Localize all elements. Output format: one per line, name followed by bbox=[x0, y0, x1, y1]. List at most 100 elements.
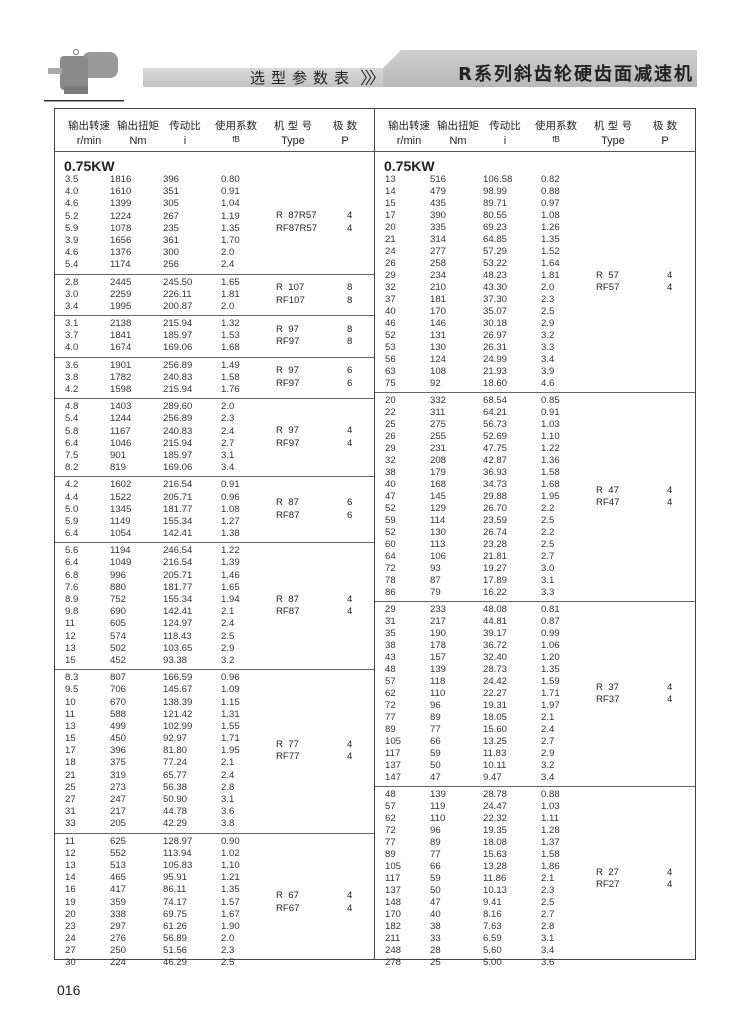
speed-cell: 16 bbox=[65, 884, 76, 896]
service-factor-cell: 1.03 bbox=[541, 419, 560, 430]
torque-cell: 178 bbox=[430, 640, 447, 651]
page-title: R系列斜齿轮硬齿面减速机 bbox=[458, 64, 694, 85]
ratio-cell: 128.97 bbox=[163, 835, 193, 847]
type-label: RF67 bbox=[276, 902, 300, 914]
ratio-cell: 118.43 bbox=[163, 630, 192, 642]
column-header-speed: 输出转速 bbox=[68, 120, 110, 132]
speed-cell: 62 bbox=[385, 688, 396, 699]
speed-cell: 20 bbox=[385, 222, 396, 233]
service-factor-cell: 1.97 bbox=[541, 700, 560, 711]
service-factor-cell: 1.65 bbox=[221, 276, 240, 288]
ratio-cell: 56.38 bbox=[163, 781, 188, 793]
torque-cell: 217 bbox=[430, 616, 447, 627]
speed-cell: 38 bbox=[385, 467, 396, 478]
speed-cell: 6.4 bbox=[65, 528, 79, 540]
type-label: R 87 bbox=[276, 593, 299, 605]
table-row: 29 233 48.08 0.81 bbox=[375, 604, 695, 616]
ratio-cell: 166.59 bbox=[163, 672, 193, 684]
service-factor-cell: 1.02 bbox=[221, 847, 240, 859]
table-row: 25 275 56.73 1.03 bbox=[375, 419, 695, 431]
table-row: 31 217 44.81 0.87 bbox=[375, 616, 695, 628]
service-factor-cell: 2.7 bbox=[541, 551, 555, 562]
service-factor-cell: 3.3 bbox=[541, 342, 555, 353]
torque-cell: 110 bbox=[430, 688, 446, 699]
ratio-cell: 103.65 bbox=[163, 642, 193, 654]
ratio-cell: 289.60 bbox=[163, 401, 193, 413]
speed-cell: 72 bbox=[385, 700, 396, 711]
ratio-cell: 74.17 bbox=[163, 896, 188, 908]
table-row: 2.8 2445 245.50 1.65 bbox=[55, 277, 374, 289]
service-factor-cell: 1.08 bbox=[541, 210, 560, 221]
speed-cell: 9.5 bbox=[65, 684, 79, 696]
type-label: RF97 bbox=[276, 336, 300, 348]
speed-cell: 26 bbox=[385, 431, 396, 442]
ratio-cell: 185.97 bbox=[163, 449, 193, 461]
poles-value: 4 bbox=[347, 210, 353, 222]
ratio-cell: 77.24 bbox=[163, 757, 188, 769]
table-row: 211 33 6.59 3.1 bbox=[375, 933, 695, 945]
ratio-cell: 65.77 bbox=[163, 769, 188, 781]
service-factor-cell: 3.0 bbox=[541, 563, 555, 574]
poles-value: 4 bbox=[667, 484, 673, 496]
selection-table: 输出转速 r/min 输出扭矩 Nm 传动比 i 使用系数 fB 机 型 号 Type 极 数 P 0.… bbox=[54, 108, 696, 968]
column-header-ratio: 传动比 bbox=[169, 120, 201, 132]
ratio-cell: 44.81 bbox=[483, 616, 508, 627]
service-factor-cell: 0.80 bbox=[221, 174, 240, 185]
torque-cell: 1054 bbox=[110, 528, 132, 540]
table-row: 27 250 51.56 2.3 bbox=[55, 945, 374, 957]
ratio-cell: 10.13 bbox=[483, 885, 508, 896]
service-factor-cell: 3.9 bbox=[541, 366, 555, 377]
speed-cell: 10 bbox=[65, 696, 76, 708]
type-label: RF87 bbox=[276, 509, 300, 521]
poles-value: 4 bbox=[667, 694, 673, 705]
torque-cell: 450 bbox=[110, 733, 127, 745]
service-factor-cell: 1.68 bbox=[221, 342, 240, 354]
speed-cell: 46 bbox=[385, 318, 396, 329]
speed-cell: 20 bbox=[385, 395, 396, 406]
torque-cell: 130 bbox=[430, 527, 447, 538]
table-row: 20 332 68.54 0.85 bbox=[375, 395, 695, 407]
ratio-cell: 138.39 bbox=[163, 696, 193, 708]
table-row: 38 178 36.72 1.06 bbox=[375, 640, 695, 652]
ratio-cell: 26.31 bbox=[483, 342, 508, 353]
service-factor-cell: 1.08 bbox=[221, 503, 240, 515]
speed-cell: 30 bbox=[65, 957, 76, 969]
speed-cell: 43 bbox=[385, 652, 396, 663]
speed-cell: 3.5 bbox=[65, 174, 79, 185]
speed-cell: 17 bbox=[385, 210, 396, 221]
table-row: 35 190 39.17 0.99 bbox=[375, 628, 695, 640]
table-row: 52 129 26.70 2.2 bbox=[375, 503, 695, 515]
table-row: 53 130 26.31 3.3 bbox=[375, 342, 695, 354]
table-row: 248 28 5.60 3.4 bbox=[375, 945, 695, 957]
service-factor-cell: 2.5 bbox=[541, 897, 555, 908]
service-factor-cell: 1.10 bbox=[221, 859, 240, 871]
speed-cell: 3.0 bbox=[65, 288, 79, 300]
service-factor-cell: 1.81 bbox=[541, 270, 560, 281]
ratio-cell: 61.26 bbox=[163, 920, 188, 932]
torque-cell: 588 bbox=[110, 708, 127, 720]
table-row: 6.4 1046 215.94 2.7 bbox=[55, 438, 374, 450]
speed-cell: 6.8 bbox=[65, 569, 79, 581]
service-factor-cell: 0.91 bbox=[541, 407, 560, 418]
speed-cell: 52 bbox=[385, 503, 396, 514]
service-factor-cell: 0.81 bbox=[541, 604, 560, 615]
speed-cell: 12 bbox=[65, 630, 76, 642]
type-label: RF27 bbox=[596, 879, 620, 890]
table-row: 17 396 81.80 1.95 bbox=[55, 745, 374, 757]
table-row: 8.9 752 155.34 1.94 bbox=[55, 594, 374, 606]
ratio-cell: 15.60 bbox=[483, 724, 508, 735]
type-cell: R 37 RF37 bbox=[596, 604, 619, 784]
service-factor-cell: 2.3 bbox=[221, 413, 235, 425]
speed-cell: 21 bbox=[65, 769, 76, 781]
speed-cell: 38 bbox=[385, 640, 396, 651]
type-label: R 107 bbox=[276, 282, 305, 294]
column-header-type: 机 型 号 bbox=[593, 120, 633, 132]
torque-cell: 901 bbox=[110, 449, 127, 461]
table-row: 9.5 706 145.67 1.09 bbox=[55, 684, 374, 696]
torque-cell: 502 bbox=[110, 642, 127, 654]
table-row: 30 224 46.29 2.5 bbox=[55, 957, 374, 969]
torque-cell: 40 bbox=[430, 909, 441, 920]
torque-cell: 2259 bbox=[110, 288, 132, 300]
ratio-cell: 29.88 bbox=[483, 491, 508, 502]
type-cell: R 97 RF97 bbox=[276, 318, 299, 355]
